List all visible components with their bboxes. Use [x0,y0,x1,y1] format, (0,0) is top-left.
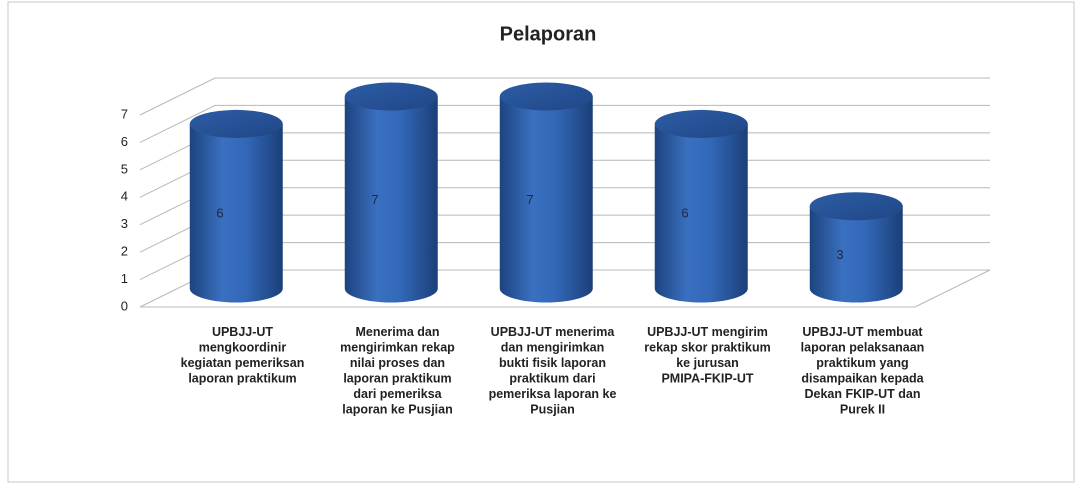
y-tick-label: 1 [121,271,128,286]
bar-top [654,109,748,138]
bar-top [499,82,593,111]
bar [189,109,283,303]
bar [654,109,748,303]
data-label: 3 [836,247,843,262]
bar-body [654,123,748,303]
data-label: 7 [371,192,378,207]
bar-top [189,109,283,138]
data-label: 7 [526,192,533,207]
y-tick-label: 6 [121,134,128,149]
y-tick-label: 2 [121,244,128,259]
x-tick-label: UPBJJ-UT mengirim rekap skor praktikum ke … [644,325,770,386]
y-tick-label: 3 [121,216,128,231]
grid-line [139,104,990,143]
bar-body [189,123,283,303]
bar [809,192,903,303]
bar [344,82,438,303]
grid-line [139,77,990,116]
x-tick-label: UPBJJ-UT membuat laporan pelaksanaan prakt… [801,325,925,417]
y-tick-label: 5 [121,161,128,176]
bar-body [344,96,438,303]
floor [140,269,991,308]
x-tick-label: Menerima dan mengirimkan rekap nilai prose… [340,325,455,417]
bar-body [499,96,593,303]
data-label: 6 [681,206,688,221]
x-tick-label: UPBJJ-UT menerima dan mengirimkan bukti fi… [489,325,617,417]
x-tick-label: UPBJJ-UT mengkoordinir kegiatan pemeriksan… [181,325,305,386]
chart-title: Pelaporan [500,23,597,45]
y-tick-label: 7 [121,106,128,121]
data-label: 6 [216,206,223,221]
bar-top [344,82,438,111]
bar-body [809,206,903,303]
y-tick-label: 4 [121,189,128,204]
y-tick-label: 0 [121,298,128,313]
bar-top [809,192,903,221]
bar [499,82,593,303]
